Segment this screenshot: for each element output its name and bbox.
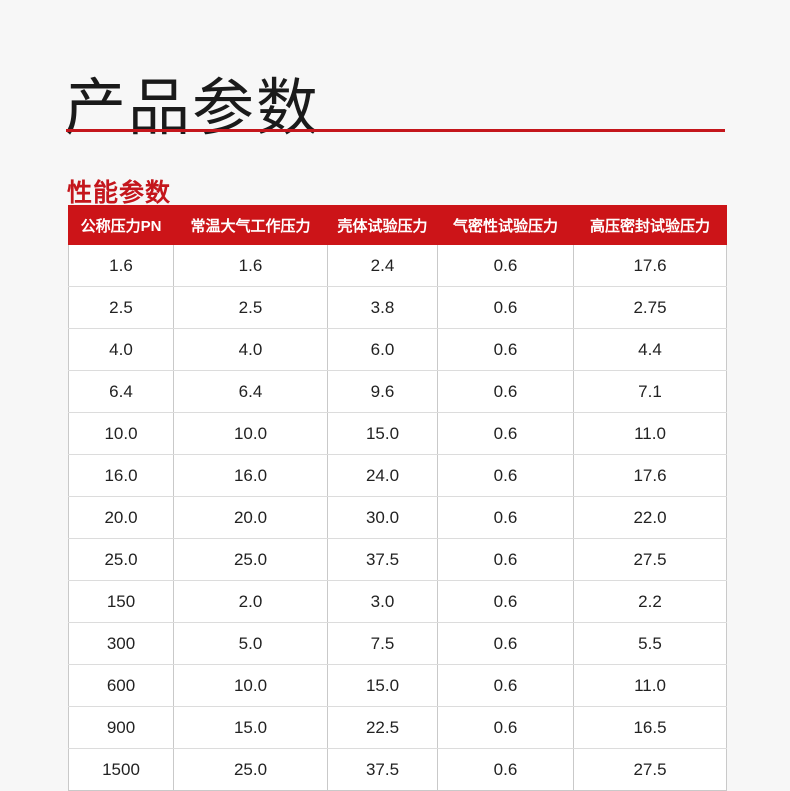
- cell-working-pressure: 6.4: [173, 370, 328, 413]
- cell-airtight-test: 0.6: [437, 370, 574, 413]
- cell-airtight-test: 0.6: [437, 454, 574, 497]
- table-header-row: 公称压力PN 常温大气工作压力 壳体试验压力 气密性试验压力 高压密封试验压力: [68, 205, 727, 245]
- cell-nominal-pressure: 600: [68, 664, 174, 707]
- cell-working-pressure: 25.0: [173, 538, 328, 581]
- cell-shell-test: 3.0: [327, 580, 438, 623]
- cell-high-pressure-seal: 7.1: [573, 370, 727, 413]
- cell-nominal-pressure: 6.4: [68, 370, 174, 413]
- cell-working-pressure: 16.0: [173, 454, 328, 497]
- cell-high-pressure-seal: 5.5: [573, 622, 727, 665]
- title-divider: [66, 129, 725, 132]
- cell-nominal-pressure: 300: [68, 622, 174, 665]
- cell-airtight-test: 0.6: [437, 538, 574, 581]
- cell-airtight-test: 0.6: [437, 286, 574, 329]
- cell-working-pressure: 10.0: [173, 412, 328, 455]
- cell-shell-test: 6.0: [327, 328, 438, 371]
- cell-airtight-test: 0.6: [437, 412, 574, 455]
- cell-working-pressure: 2.5: [173, 286, 328, 329]
- cell-airtight-test: 0.6: [437, 748, 574, 791]
- cell-nominal-pressure: 1.6: [68, 244, 174, 287]
- cell-shell-test: 30.0: [327, 496, 438, 539]
- table-body: 1.6 1.6 2.4 0.6 17.6 2.5 2.5 3.8 0.6 2.7…: [68, 244, 727, 791]
- column-header-high-pressure-seal-test: 高压密封试验压力: [573, 205, 727, 245]
- cell-working-pressure: 15.0: [173, 706, 328, 749]
- cell-airtight-test: 0.6: [437, 580, 574, 623]
- cell-shell-test: 37.5: [327, 748, 438, 791]
- cell-shell-test: 9.6: [327, 370, 438, 413]
- table-row: 150 2.0 3.0 0.6 2.2: [68, 580, 727, 623]
- cell-high-pressure-seal: 2.2: [573, 580, 727, 623]
- column-header-nominal-pressure: 公称压力PN: [68, 205, 174, 245]
- column-header-shell-test-pressure: 壳体试验压力: [327, 205, 438, 245]
- cell-high-pressure-seal: 17.6: [573, 244, 727, 287]
- cell-high-pressure-seal: 27.5: [573, 538, 727, 581]
- table-row: 300 5.0 7.5 0.6 5.5: [68, 622, 727, 665]
- cell-shell-test: 15.0: [327, 412, 438, 455]
- cell-nominal-pressure: 20.0: [68, 496, 174, 539]
- performance-parameters-table-container: 公称压力PN 常温大气工作压力 壳体试验压力 气密性试验压力 高压密封试验压力 …: [68, 205, 727, 791]
- cell-shell-test: 2.4: [327, 244, 438, 287]
- cell-nominal-pressure: 10.0: [68, 412, 174, 455]
- table-row: 10.0 10.0 15.0 0.6 11.0: [68, 412, 727, 455]
- table-row: 20.0 20.0 30.0 0.6 22.0: [68, 496, 727, 539]
- cell-working-pressure: 25.0: [173, 748, 328, 791]
- table-row: 600 10.0 15.0 0.6 11.0: [68, 664, 727, 707]
- cell-high-pressure-seal: 11.0: [573, 412, 727, 455]
- cell-airtight-test: 0.6: [437, 664, 574, 707]
- cell-airtight-test: 0.6: [437, 244, 574, 287]
- table-row: 4.0 4.0 6.0 0.6 4.4: [68, 328, 727, 371]
- cell-shell-test: 7.5: [327, 622, 438, 665]
- cell-nominal-pressure: 900: [68, 706, 174, 749]
- cell-airtight-test: 0.6: [437, 706, 574, 749]
- cell-shell-test: 24.0: [327, 454, 438, 497]
- cell-high-pressure-seal: 2.75: [573, 286, 727, 329]
- table-row: 6.4 6.4 9.6 0.6 7.1: [68, 370, 727, 413]
- table-row: 1.6 1.6 2.4 0.6 17.6: [68, 244, 727, 287]
- cell-high-pressure-seal: 27.5: [573, 748, 727, 791]
- table-row: 900 15.0 22.5 0.6 16.5: [68, 706, 727, 749]
- cell-nominal-pressure: 4.0: [68, 328, 174, 371]
- cell-nominal-pressure: 25.0: [68, 538, 174, 581]
- cell-high-pressure-seal: 11.0: [573, 664, 727, 707]
- cell-airtight-test: 0.6: [437, 496, 574, 539]
- table-header: 公称压力PN 常温大气工作压力 壳体试验压力 气密性试验压力 高压密封试验压力: [68, 205, 727, 245]
- cell-nominal-pressure: 16.0: [68, 454, 174, 497]
- cell-nominal-pressure: 1500: [68, 748, 174, 791]
- cell-shell-test: 3.8: [327, 286, 438, 329]
- cell-working-pressure: 2.0: [173, 580, 328, 623]
- cell-working-pressure: 10.0: [173, 664, 328, 707]
- cell-working-pressure: 20.0: [173, 496, 328, 539]
- cell-high-pressure-seal: 16.5: [573, 706, 727, 749]
- cell-working-pressure: 1.6: [173, 244, 328, 287]
- performance-parameters-table: 公称压力PN 常温大气工作压力 壳体试验压力 气密性试验压力 高压密封试验压力 …: [68, 205, 727, 791]
- table-row: 16.0 16.0 24.0 0.6 17.6: [68, 454, 727, 497]
- cell-high-pressure-seal: 4.4: [573, 328, 727, 371]
- column-header-ambient-working-pressure: 常温大气工作压力: [173, 205, 328, 245]
- cell-nominal-pressure: 2.5: [68, 286, 174, 329]
- table-row: 25.0 25.0 37.5 0.6 27.5: [68, 538, 727, 581]
- cell-shell-test: 37.5: [327, 538, 438, 581]
- cell-high-pressure-seal: 17.6: [573, 454, 727, 497]
- cell-airtight-test: 0.6: [437, 328, 574, 371]
- cell-working-pressure: 4.0: [173, 328, 328, 371]
- section-title-performance-parameters: 性能参数: [67, 178, 172, 207]
- cell-high-pressure-seal: 22.0: [573, 496, 727, 539]
- cell-shell-test: 15.0: [327, 664, 438, 707]
- cell-nominal-pressure: 150: [68, 580, 174, 623]
- table-row: 1500 25.0 37.5 0.6 27.5: [68, 748, 727, 791]
- cell-working-pressure: 5.0: [173, 622, 328, 665]
- cell-shell-test: 22.5: [327, 706, 438, 749]
- page-title: 产品参数: [64, 73, 321, 143]
- column-header-air-tightness-test-pressure: 气密性试验压力: [437, 205, 574, 245]
- cell-airtight-test: 0.6: [437, 622, 574, 665]
- table-row: 2.5 2.5 3.8 0.6 2.75: [68, 286, 727, 329]
